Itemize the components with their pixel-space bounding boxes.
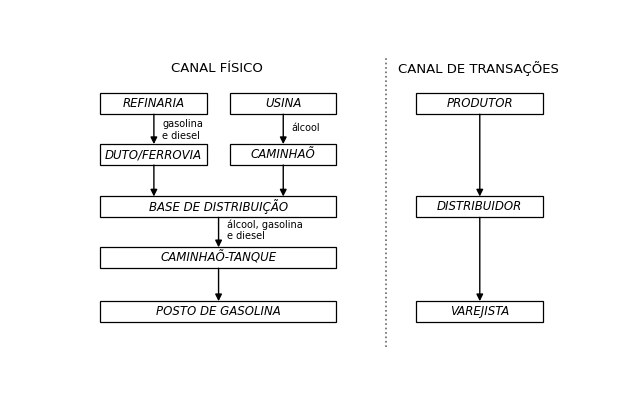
FancyBboxPatch shape	[230, 144, 336, 165]
FancyBboxPatch shape	[100, 144, 207, 165]
FancyBboxPatch shape	[100, 93, 207, 114]
Text: POSTO DE GASOLINA: POSTO DE GASOLINA	[156, 305, 281, 318]
FancyBboxPatch shape	[100, 196, 336, 218]
Text: álcool, gasolina
e diesel: álcool, gasolina e diesel	[227, 219, 303, 241]
Text: VAREJISTA: VAREJISTA	[450, 305, 509, 318]
FancyBboxPatch shape	[100, 247, 336, 268]
FancyBboxPatch shape	[416, 93, 543, 114]
Text: DISTRIBUIDOR: DISTRIBUIDOR	[437, 200, 522, 214]
Text: REFINARIA: REFINARIA	[123, 97, 185, 110]
Text: BASE DE DISTRIBUIÇÃO: BASE DE DISTRIBUIÇÃO	[149, 200, 288, 214]
Text: CAMINHAÕ: CAMINHAÕ	[250, 148, 315, 161]
Text: gasolina
e diesel: gasolina e diesel	[162, 120, 204, 141]
Text: CANAL FÍSICO: CANAL FÍSICO	[171, 62, 263, 74]
Text: DUTO/FERROVIA: DUTO/FERROVIA	[105, 148, 202, 161]
FancyBboxPatch shape	[416, 196, 543, 218]
Text: PRODUTOR: PRODUTOR	[446, 97, 513, 110]
FancyBboxPatch shape	[416, 301, 543, 322]
Text: álcool: álcool	[291, 123, 320, 133]
Text: CAMINHAÕ-TANQUE: CAMINHAÕ-TANQUE	[160, 251, 277, 264]
Text: CANAL DE TRANSAÇÕES: CANAL DE TRANSAÇÕES	[398, 60, 559, 76]
FancyBboxPatch shape	[100, 301, 336, 322]
FancyBboxPatch shape	[230, 93, 336, 114]
Text: USINA: USINA	[265, 97, 301, 110]
